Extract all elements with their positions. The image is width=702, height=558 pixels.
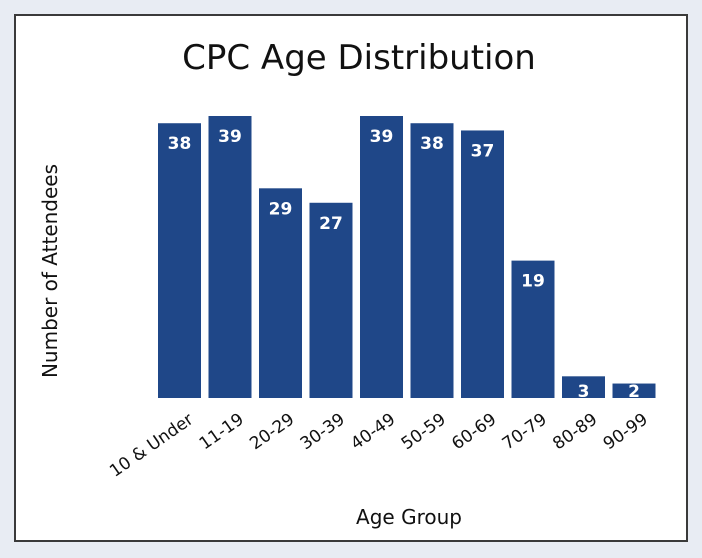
- y-axis-label: Number of Attendees: [38, 164, 62, 378]
- value-label-4: 39: [370, 127, 394, 147]
- bar-4: [360, 116, 403, 398]
- x-tick-label-9: 90-99: [600, 410, 652, 455]
- bar-5: [410, 123, 454, 398]
- bars-group: [158, 116, 656, 398]
- x-tick-label-6: 60-69: [448, 410, 500, 455]
- x-tick-label-5: 50-59: [398, 410, 450, 455]
- x-tick-labels-group: 10 & Under11-1920-2930-3940-4950-5960-69…: [106, 410, 652, 482]
- bar-7: [511, 260, 555, 398]
- chart-title: CPC Age Distribution: [182, 38, 536, 78]
- bar-6: [461, 130, 504, 398]
- x-tick-label-1: 11-19: [196, 410, 248, 455]
- bar-0: [158, 123, 201, 398]
- value-label-5: 38: [420, 134, 444, 154]
- x-tick-label-0: 10 & Under: [106, 410, 197, 482]
- value-label-1: 39: [218, 127, 242, 147]
- bar-9: [612, 383, 656, 398]
- bar-8: [562, 376, 605, 398]
- x-tick-label-2: 20-29: [246, 410, 298, 455]
- bar-chart: CPC Age Distribution Number of Attendees…: [38, 38, 656, 529]
- value-label-6: 37: [471, 141, 495, 161]
- value-label-3: 27: [319, 214, 343, 234]
- value-label-7: 19: [521, 272, 545, 292]
- x-tick-label-7: 70-79: [499, 410, 551, 455]
- value-label-9: 2: [628, 382, 640, 402]
- x-tick-label-8: 80-89: [549, 410, 601, 455]
- x-tick-label-3: 30-39: [297, 410, 349, 455]
- chart-frame: CPC Age Distribution Number of Attendees…: [14, 14, 688, 542]
- value-label-8: 3: [578, 382, 590, 402]
- x-axis-label: Age Group: [356, 505, 462, 529]
- bar-1: [208, 116, 252, 398]
- bar-3: [309, 202, 353, 398]
- value-labels-group: 38 39 29 27 39 38 37 19 3 2: [168, 127, 640, 402]
- bar-2: [259, 188, 302, 398]
- value-label-2: 29: [269, 199, 293, 219]
- value-label-0: 38: [168, 134, 192, 154]
- x-tick-label-4: 40-49: [347, 410, 399, 455]
